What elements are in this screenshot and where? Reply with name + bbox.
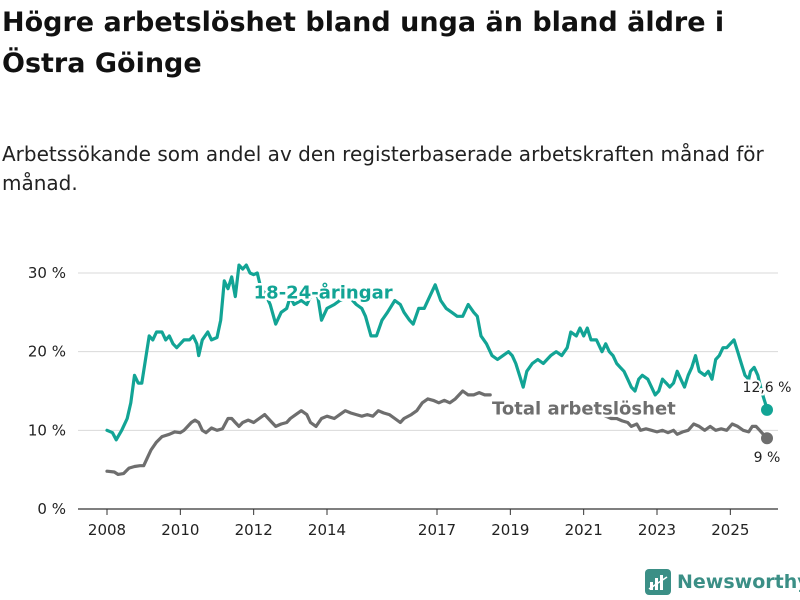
x-tick-label: 2008	[88, 521, 126, 539]
x-axis: 2008 2010 2012 2014 2017 2019 2021 2023 2025	[88, 509, 749, 539]
x-tick-label: 2010	[161, 521, 199, 539]
end-label-total: 9 %	[754, 450, 781, 466]
x-tick-label: 2019	[491, 521, 529, 539]
y-tick-label: 20 %	[28, 343, 66, 361]
x-tick-label: 2023	[638, 521, 676, 539]
end-label-18-24: 12,6 %	[743, 380, 792, 396]
x-tick-label: 2014	[308, 521, 346, 539]
newsworthy-logo-icon	[645, 569, 671, 595]
x-tick-label: 2012	[235, 521, 273, 539]
y-tick-label: 10 %	[28, 421, 66, 439]
brand-name: Newsworthy	[677, 571, 800, 593]
x-tick-label: 2025	[711, 521, 749, 539]
annotations: 18-24-åringar 12,6 % Total arbetslöshet 9 %	[251, 279, 793, 468]
y-axis-labels: 0 % 10 % 20 % 30 %	[28, 264, 66, 518]
y-tick-label: 0 %	[37, 500, 66, 518]
series-label-18-24: 18-24-åringar	[254, 282, 393, 304]
chart-title: Högre arbetslöshet bland unga än bland ä…	[2, 7, 725, 79]
series-lines	[105, 263, 769, 476]
end-point-total	[761, 432, 773, 445]
series-label-total: Total arbetslöshet	[492, 398, 676, 419]
y-tick-label: 30 %	[28, 264, 66, 282]
series-line-total	[105, 389, 769, 476]
series-line-18-24	[105, 263, 769, 442]
chart-subtitle: Arbetssökande som andel av den registerb…	[2, 142, 764, 195]
x-tick-label: 2017	[418, 521, 456, 539]
brand: Newsworthy	[645, 568, 800, 596]
grid-lines	[78, 272, 778, 510]
x-tick-label: 2021	[565, 521, 603, 539]
end-point-18-24	[761, 403, 773, 416]
